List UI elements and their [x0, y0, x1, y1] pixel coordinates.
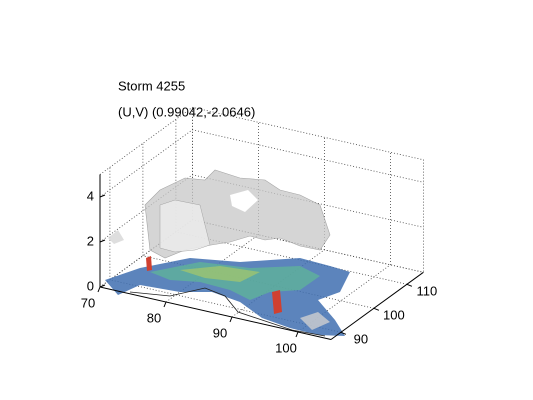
x-axis: [99, 286, 332, 340]
cloud: [108, 230, 124, 244]
z-tick: [99, 239, 106, 243]
z-tick-label: 0: [87, 278, 94, 293]
x-tick: [295, 331, 299, 338]
cloud: [300, 312, 330, 330]
x-tick-label: 80: [147, 310, 161, 325]
y-tick: [373, 307, 380, 311]
storm-core: [272, 290, 282, 314]
y-tick: [406, 283, 413, 287]
x-tick-label: 100: [275, 340, 297, 355]
floor-shade: [180, 266, 260, 282]
chart-subtitle: (U,V) (0.99042,-2.0646): [118, 104, 255, 119]
y-tick: [340, 331, 347, 335]
x-tick: [163, 301, 167, 308]
surface: [105, 169, 350, 337]
chart-title: Storm 4255: [118, 78, 185, 93]
x-tick-label: 70: [81, 295, 95, 310]
coastline: [129, 287, 326, 337]
grid-line: [99, 129, 424, 198]
y-tick-label: 110: [417, 284, 438, 299]
y-tick-label: 90: [354, 332, 368, 347]
y-tick-label: 100: [383, 308, 405, 323]
z-tick: [99, 194, 106, 198]
y-axis: [330, 271, 424, 340]
z-tick-label: 4: [87, 188, 94, 203]
cloud-hole: [230, 190, 258, 212]
x-tick: [229, 316, 233, 323]
storm-core: [146, 256, 152, 271]
x-tick-label: 90: [213, 325, 227, 340]
z-tick-label: 2: [87, 233, 94, 248]
z-tick: [99, 284, 106, 288]
axes: 70 80 90 100 90 100 110 0 2 4: [81, 174, 438, 355]
grid-line: [297, 152, 391, 333]
cloud: [159, 199, 211, 253]
x-tick: [97, 286, 101, 293]
box-edge: [99, 106, 424, 273]
grid-line: [99, 174, 424, 243]
